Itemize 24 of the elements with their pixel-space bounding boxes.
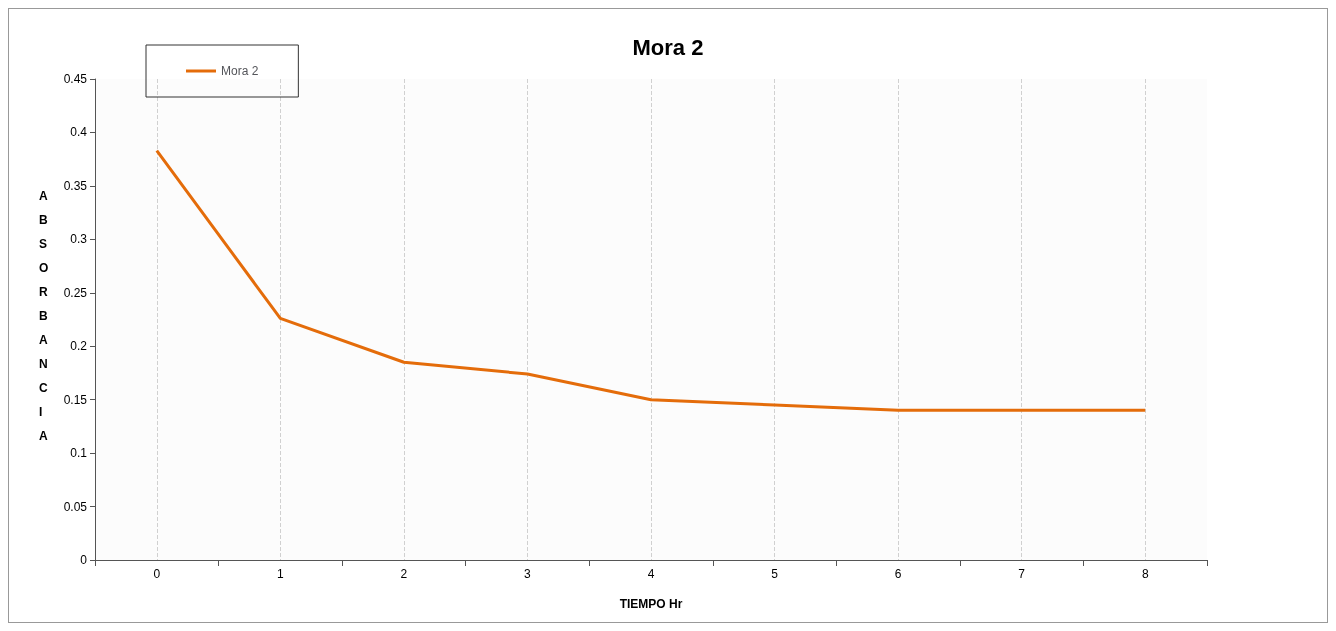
x-tick-label: 2 xyxy=(400,567,408,581)
chart-title: Mora 2 xyxy=(632,34,704,60)
x-tick-label: 1 xyxy=(276,567,284,581)
y-tick-label: 0.25 xyxy=(63,285,88,300)
y-tick-label: 0 xyxy=(80,553,88,567)
text: ABSORBANCIA xyxy=(39,188,49,443)
y-tick-label: 0.15 xyxy=(63,392,88,407)
y-tick-label: 0.4 xyxy=(70,125,88,140)
y-tick-label: 0.05 xyxy=(63,499,88,514)
y-tick-label: 0.45 xyxy=(63,72,88,86)
x-tick-label: 0 xyxy=(153,567,161,581)
y-tick-label: 0.3 xyxy=(70,232,88,247)
x-tick-label: 5 xyxy=(771,567,779,581)
x-tick-label: 8 xyxy=(1141,567,1149,581)
legend-label: Mora 2 xyxy=(221,64,259,78)
x-tick-label: 4 xyxy=(647,567,655,581)
line-series xyxy=(155,149,1147,412)
y-tick-label: 0.35 xyxy=(63,178,88,193)
y-tick-label: 0.2 xyxy=(70,339,88,354)
x-axis-title: TIEMPO Hr xyxy=(619,597,683,611)
x-tick-label: 7 xyxy=(1018,567,1026,581)
y-tick-label: 0.1 xyxy=(70,446,88,461)
x-tick-label: 3 xyxy=(524,567,532,581)
x-tick-label: 6 xyxy=(894,567,902,581)
